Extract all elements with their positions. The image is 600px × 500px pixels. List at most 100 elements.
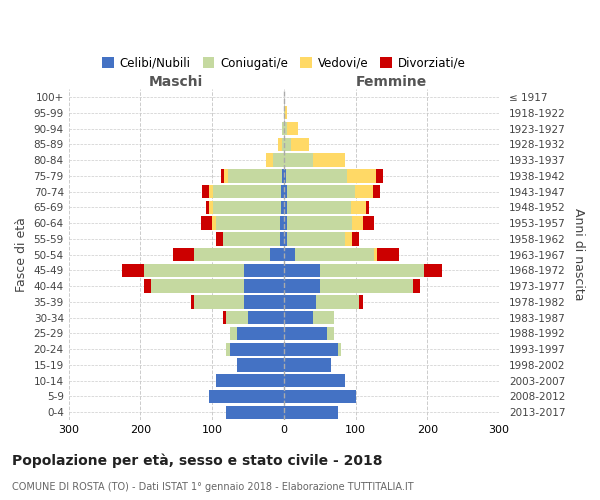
Bar [194,248,269,262]
Bar [173,248,194,262]
Bar [206,200,209,214]
Bar [226,406,284,419]
Bar [230,327,237,340]
Bar [269,248,284,262]
Bar [284,358,331,372]
Bar [224,169,228,182]
Bar [286,169,347,182]
Bar [237,327,284,340]
Bar [209,185,213,198]
Bar [209,390,284,403]
Bar [284,264,320,277]
Bar [359,295,363,308]
Bar [266,154,273,167]
Bar [228,169,282,182]
Bar [221,169,224,182]
Bar [287,185,355,198]
Bar [216,216,280,230]
Bar [284,169,286,182]
Legend: Celibi/Nubili, Coniugati/e, Vedovi/e, Divorziati/e: Celibi/Nubili, Coniugati/e, Vedovi/e, Di… [97,52,470,74]
Bar [295,248,374,262]
Bar [281,185,284,198]
Bar [216,374,284,388]
Bar [284,248,295,262]
Bar [144,280,151,293]
Text: COMUNE DI ROSTA (TO) - Dati ISTAT 1° gennaio 2018 - Elaborazione TUTTITALIA.IT: COMUNE DI ROSTA (TO) - Dati ISTAT 1° gen… [12,482,413,492]
Bar [373,185,380,198]
Bar [287,200,352,214]
Bar [284,295,316,308]
Bar [424,264,442,277]
Bar [377,248,398,262]
Bar [284,342,338,356]
Bar [284,280,320,293]
Bar [287,216,352,230]
Bar [213,200,281,214]
Bar [352,232,359,245]
Bar [287,232,345,245]
Text: Femmine: Femmine [356,75,427,89]
Y-axis label: Anni di nascita: Anni di nascita [572,208,585,301]
Bar [244,280,284,293]
Bar [151,280,244,293]
Bar [374,248,377,262]
Bar [283,122,284,135]
Bar [122,264,144,277]
Bar [223,311,226,324]
Bar [202,216,212,230]
Bar [313,154,345,167]
Bar [284,122,287,135]
Bar [209,200,213,214]
Bar [345,232,352,245]
Bar [273,154,284,167]
Bar [284,106,286,120]
Bar [244,264,284,277]
Bar [365,200,369,214]
Bar [347,169,376,182]
Text: Popolazione per età, sesso e stato civile - 2018: Popolazione per età, sesso e stato civil… [12,454,383,468]
Bar [287,122,298,135]
Bar [191,295,194,308]
Bar [284,327,327,340]
Bar [316,295,359,308]
Bar [216,232,223,245]
Bar [230,342,284,356]
Bar [355,185,373,198]
Bar [237,358,284,372]
Bar [320,264,424,277]
Bar [226,342,230,356]
Bar [244,295,284,308]
Bar [352,216,363,230]
Bar [194,295,244,308]
Bar [284,390,356,403]
Bar [282,169,284,182]
Bar [327,327,334,340]
Bar [363,216,374,230]
Bar [338,342,341,356]
Bar [284,406,338,419]
Bar [144,264,244,277]
Bar [280,216,284,230]
Bar [213,185,281,198]
Bar [284,154,313,167]
Bar [284,374,345,388]
Bar [248,311,284,324]
Bar [202,185,209,198]
Bar [284,216,287,230]
Bar [291,138,309,151]
Bar [413,280,420,293]
Bar [284,200,287,214]
Bar [284,232,287,245]
Bar [280,232,284,245]
Bar [286,106,287,120]
Bar [352,200,365,214]
Y-axis label: Fasce di età: Fasce di età [15,217,28,292]
Bar [376,169,383,182]
Bar [284,138,291,151]
Bar [281,200,284,214]
Bar [278,138,282,151]
Bar [212,216,216,230]
Bar [313,311,334,324]
Bar [284,311,313,324]
Bar [284,185,287,198]
